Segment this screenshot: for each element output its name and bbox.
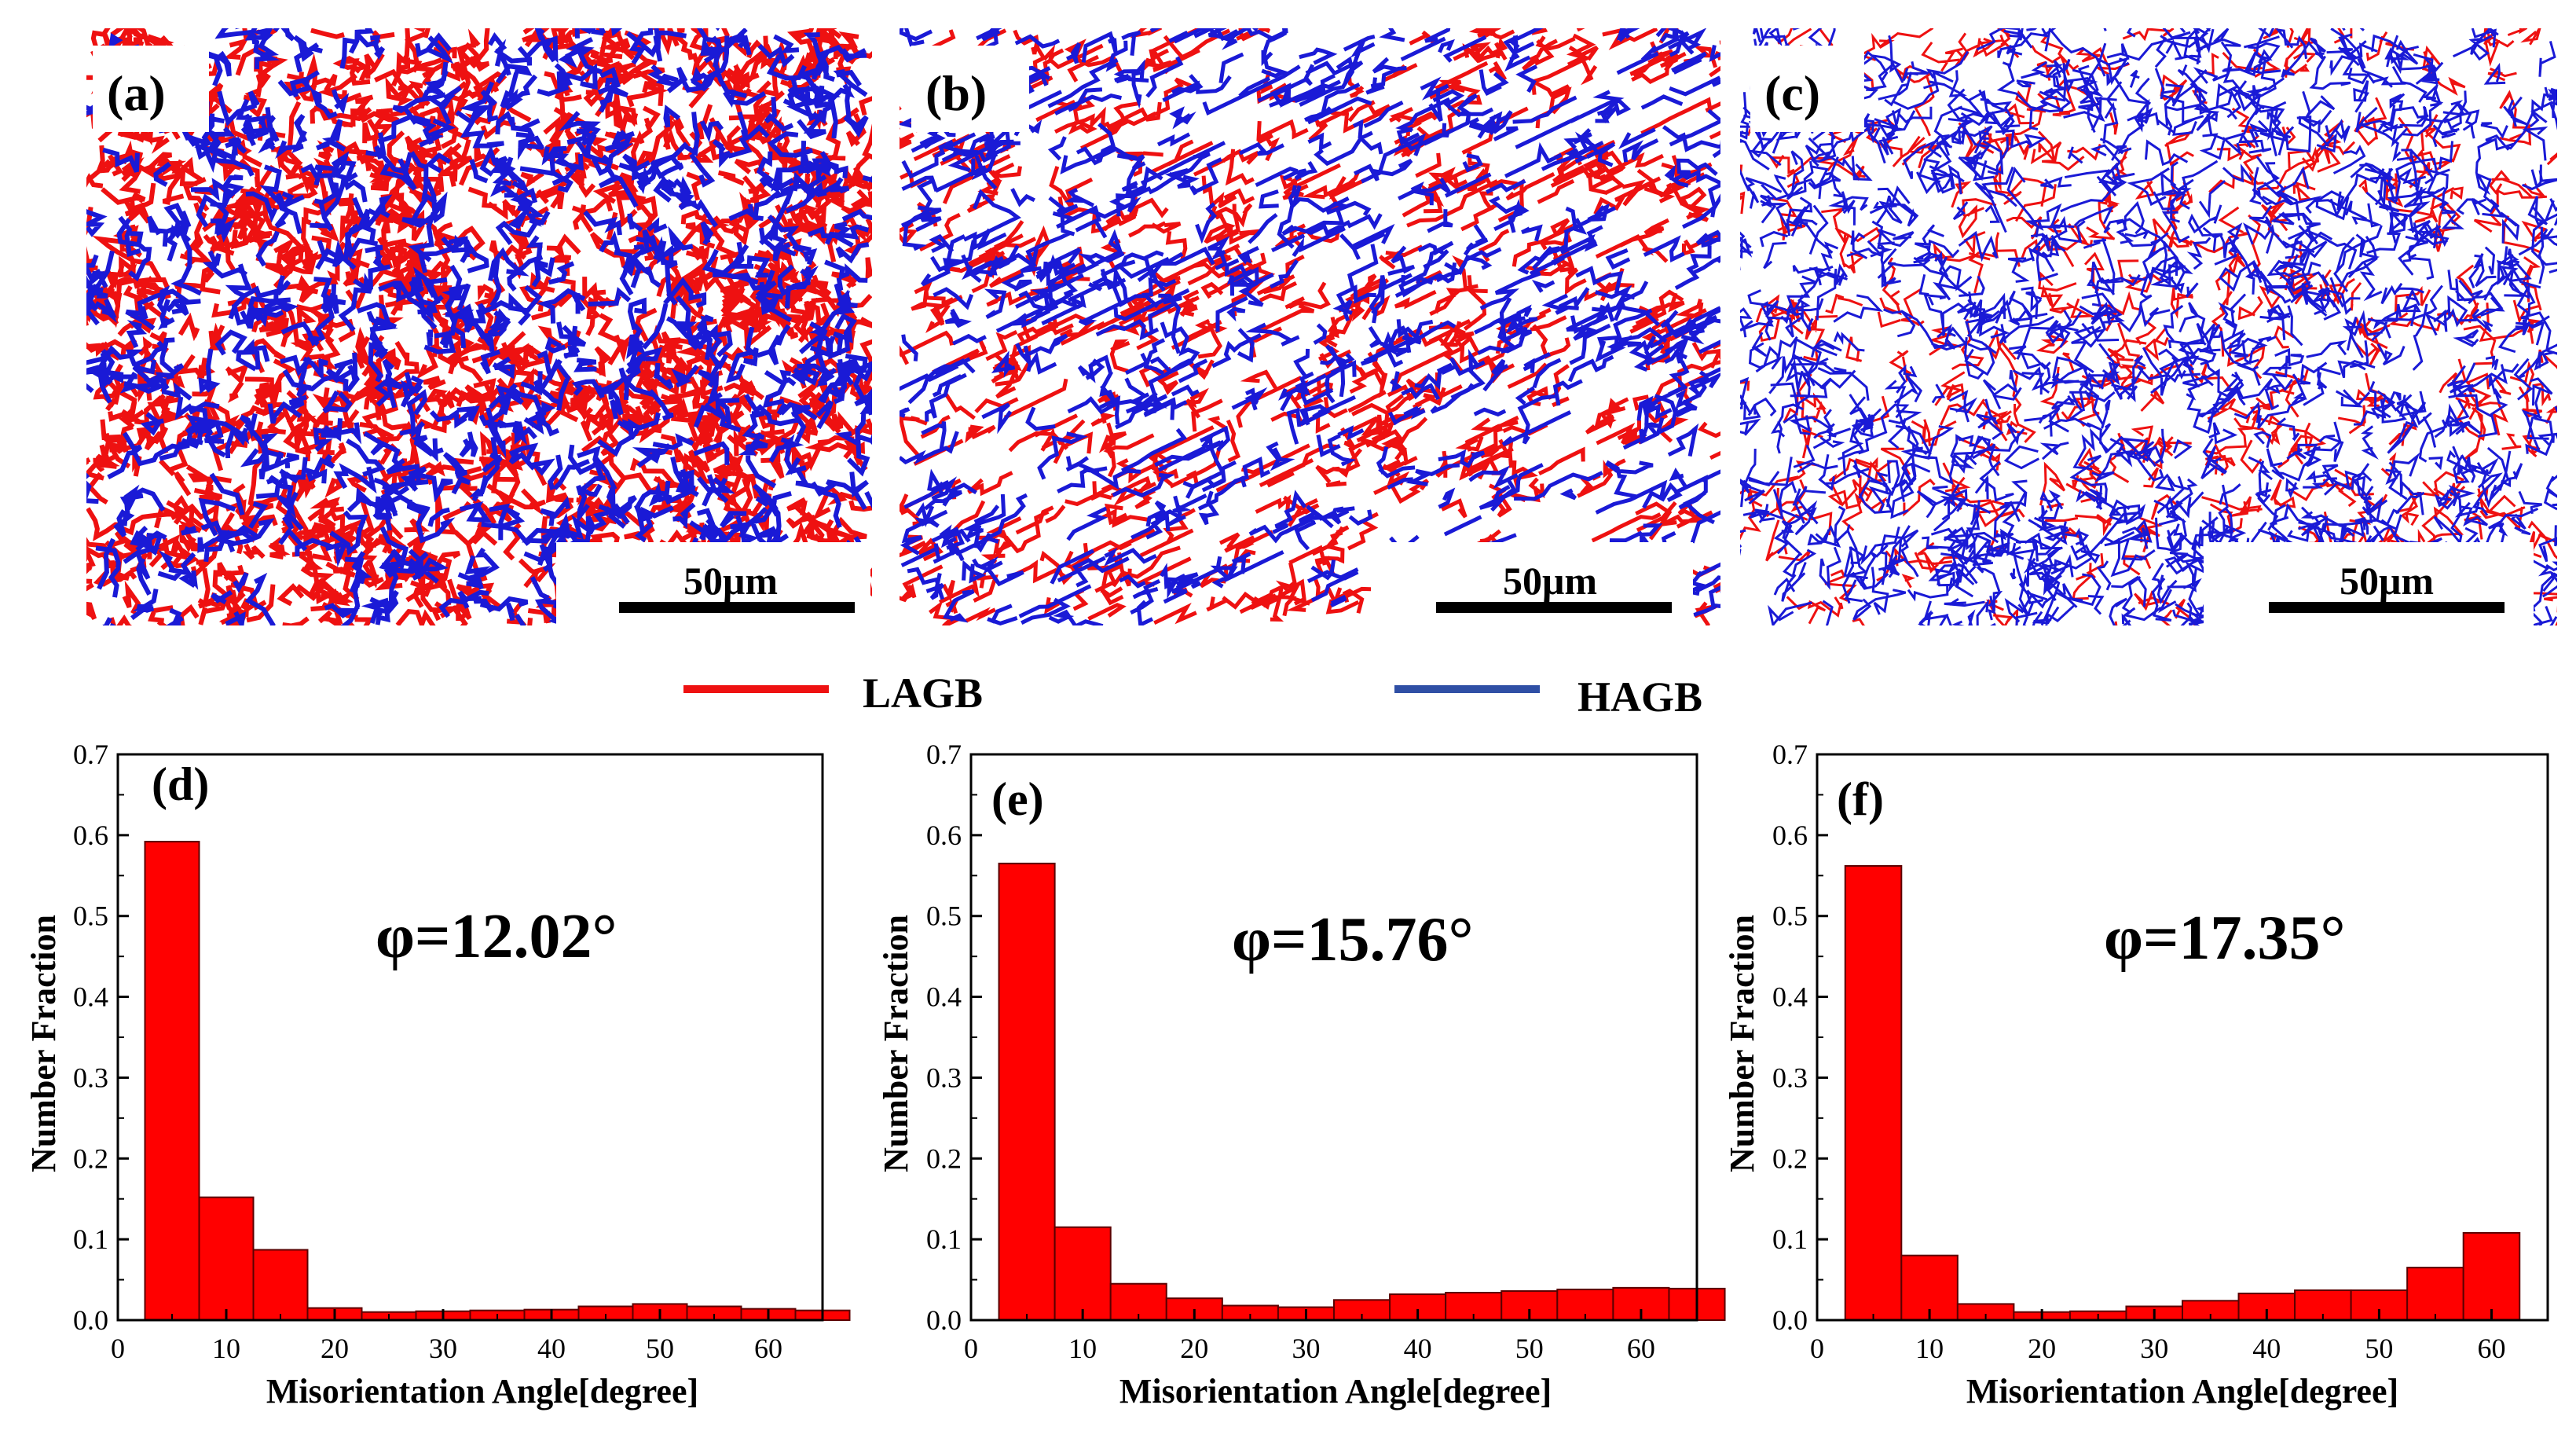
- histogram-e-bars: [998, 862, 1726, 1322]
- histogram-e-y-tick-label: 0.2: [926, 1143, 962, 1174]
- histogram-d-xlabel: Misorientation Angle[degree]: [266, 1372, 698, 1410]
- histogram-d-y-tick-label: 0.6: [73, 820, 108, 851]
- map-label-a: (a): [107, 65, 166, 121]
- histogram-f-y-tick-label: 0.3: [1772, 1062, 1808, 1093]
- histogram-f-y-tick-label: 0.6: [1772, 820, 1808, 851]
- histogram-f-annotation: φ=17.35°: [2104, 904, 2346, 973]
- legend: LAGB HAGB: [683, 669, 1702, 721]
- histogram-f-bar: [2406, 1267, 2464, 1322]
- histogram-e: 0 10 20 30 40 50 60 0.0 0.1 0.2 0.3 0.4 0.5 0.6 0.7 (e…: [877, 739, 1726, 1410]
- scale-bar-text-b: 50μm: [1503, 559, 1597, 603]
- map-label-bg-b: [911, 46, 1029, 132]
- histogram-e-ylabel: Number Fraction: [877, 915, 915, 1172]
- hagb-boundaries: [86, 28, 872, 625]
- histogram-e-x-tick-label: 0: [964, 1333, 978, 1364]
- legend-hagb-label: HAGB: [1577, 673, 1702, 721]
- histogram-d-x-tick-label: 30: [429, 1333, 457, 1364]
- histogram-e-y-tick-label: 0.7: [926, 739, 962, 770]
- histogram-d-x-tick-label: 60: [754, 1333, 782, 1364]
- histogram-d-x-tick-label: 40: [537, 1333, 566, 1364]
- map-panel-a: (a) 50μm: [86, 28, 872, 625]
- histogram-d-x-tick-label: 50: [646, 1333, 674, 1364]
- histogram-f-y-tick-label: 0.0: [1772, 1304, 1808, 1336]
- histogram-f-bar: [2462, 1231, 2521, 1322]
- histogram-f-frame: [1816, 753, 2549, 1322]
- scale-bar-text-a: 50μm: [683, 559, 778, 603]
- scale-bar-a: [619, 602, 855, 613]
- histogram-d-x-tick-label: 20: [321, 1333, 349, 1364]
- histogram-f-y-tick-label: 0.7: [1772, 739, 1808, 770]
- histogram-d-annotation: φ=12.02°: [376, 902, 617, 971]
- boundary-network-b: [900, 28, 1720, 625]
- histogram-d-y-tick-label: 0.0: [73, 1304, 108, 1336]
- histogram-f-panel-label: (f): [1837, 773, 1884, 825]
- histogram-e-axes: 0 10 20 30 40 50 60 0.0 0.1 0.2 0.3 0.4 0.5 0.6 0.7: [926, 739, 1698, 1364]
- histogram-f-x-tick-label: 30: [2140, 1333, 2168, 1364]
- histogram-f-x-tick-label: 40: [2252, 1333, 2281, 1364]
- legend-hagb-swatch: [1394, 685, 1540, 693]
- histogram-e-y-tick-label: 0.0: [926, 1304, 962, 1336]
- histogram-d-bars: [144, 841, 851, 1322]
- map-label-b: (b): [925, 65, 987, 121]
- histogram-d-y-tick-label: 0.3: [73, 1062, 108, 1093]
- boundary-network-c: [1740, 28, 2557, 625]
- histogram-d-y-tick-label: 0.7: [73, 739, 108, 770]
- histogram-f-bar: [1844, 864, 1903, 1321]
- histogram-f-y-tick-label: 0.4: [1772, 981, 1808, 1013]
- histogram-e-x-tick-label: 10: [1068, 1333, 1097, 1364]
- histogram-d-bar: [198, 1196, 255, 1322]
- histogram-d-ylabel: Number Fraction: [24, 915, 63, 1172]
- hagb-boundaries: [1740, 28, 2557, 625]
- histogram-d-bar: [252, 1249, 309, 1322]
- histogram-e-annotation: φ=15.76°: [1232, 905, 1474, 974]
- histogram-e-x-tick-label: 30: [1292, 1333, 1320, 1364]
- map-label-c: (c): [1764, 65, 1820, 121]
- histogram-f-xlabel: Misorientation Angle[degree]: [1966, 1372, 2398, 1410]
- map-panel-b: (b) 50μm: [900, 28, 1720, 625]
- histogram-f-x-tick-label: 0: [1810, 1333, 1824, 1364]
- histogram-f: 0 10 20 30 40 50 60 0.0 0.1 0.2 0.3 0.4 0.5 0.6 0.7 (f…: [1723, 739, 2549, 1410]
- histogram-d: 0 10 20 30 40 50 60 0.0 0.1 0.2 0.3 0.4 0.5 0.6 0.7 (d…: [24, 739, 851, 1410]
- legend-lagb-label: LAGB: [863, 669, 983, 717]
- histogram-e-y-tick-label: 0.6: [926, 820, 962, 851]
- histogram-e-panel-label: (e): [991, 773, 1044, 825]
- map-label-bg-a: [93, 46, 209, 132]
- scale-bar-text-c: 50μm: [2340, 559, 2434, 603]
- histogram-e-y-tick-label: 0.3: [926, 1062, 962, 1093]
- histogram-e-y-tick-label: 0.4: [926, 981, 962, 1013]
- histogram-e-y-tick-label: 0.5: [926, 901, 962, 932]
- histogram-d-y-tick-label: 0.5: [73, 901, 108, 932]
- map-panel-c: (c) 50μm: [1740, 28, 2557, 625]
- histogram-e-bar: [1053, 1226, 1112, 1321]
- histogram-d-axes: 0 10 20 30 40 50 60 0.0 0.1 0.2 0.3 0.4 0.5 0.6 0.7: [73, 739, 824, 1364]
- legend-lagb-swatch: [683, 685, 829, 693]
- histogram-d-bar: [144, 841, 200, 1321]
- histogram-f-x-tick-label: 50: [2365, 1333, 2393, 1364]
- histogram-d-y-tick-label: 0.4: [73, 981, 108, 1013]
- histogram-e-x-tick-label: 50: [1515, 1333, 1544, 1364]
- histogram-d-x-tick-label: 0: [111, 1333, 125, 1364]
- histogram-d-panel-label: (d): [152, 758, 209, 810]
- histogram-e-x-tick-label: 60: [1627, 1333, 1655, 1364]
- histogram-d-y-tick-label: 0.1: [73, 1223, 108, 1255]
- scale-bar-c: [2269, 602, 2505, 613]
- histogram-f-y-tick-label: 0.1: [1772, 1223, 1808, 1255]
- histogram-f-y-tick-label: 0.2: [1772, 1143, 1808, 1174]
- histogram-f-ylabel: Number Fraction: [1723, 915, 1761, 1172]
- histogram-e-xlabel: Misorientation Angle[degree]: [1119, 1372, 1552, 1410]
- scale-bar-b: [1436, 602, 1672, 613]
- histogram-d-x-tick-label: 10: [212, 1333, 240, 1364]
- histogram-e-x-tick-label: 20: [1180, 1333, 1208, 1364]
- histogram-f-x-tick-label: 20: [2028, 1333, 2056, 1364]
- histogram-f-y-tick-label: 0.5: [1772, 901, 1808, 932]
- histogram-f-axes: 0 10 20 30 40 50 60 0.0 0.1 0.2 0.3 0.4 0.5 0.6 0.7: [1772, 739, 2549, 1364]
- histogram-e-x-tick-label: 40: [1404, 1333, 1432, 1364]
- histogram-f-x-tick-label: 60: [2477, 1333, 2505, 1364]
- map-label-bg-c: [1750, 46, 1864, 132]
- histogram-d-y-tick-label: 0.2: [73, 1143, 108, 1174]
- histogram-e-bar: [998, 862, 1056, 1321]
- histogram-e-y-tick-label: 0.1: [926, 1223, 962, 1255]
- histogram-f-x-tick-label: 10: [1915, 1333, 1944, 1364]
